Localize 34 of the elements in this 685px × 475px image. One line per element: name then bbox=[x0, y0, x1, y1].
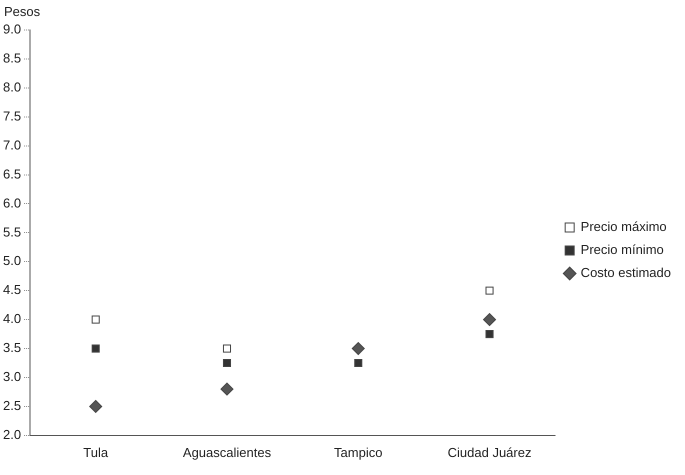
x-tick-label: Ciudad Juárez bbox=[448, 444, 532, 460]
point bbox=[352, 342, 365, 356]
point bbox=[483, 313, 496, 326]
y-tick-label: 9.0 bbox=[2, 22, 22, 37]
legend-label: Costo estimado bbox=[580, 265, 672, 280]
point bbox=[486, 286, 494, 295]
point bbox=[92, 344, 100, 353]
y-tick-label: 7.5 bbox=[2, 108, 22, 124]
legend-label: Precio máximo bbox=[580, 219, 667, 234]
legend-label: Precio mínimo bbox=[580, 242, 664, 258]
y-tick-label: 5.0 bbox=[2, 253, 22, 268]
y-tick-label: 4.0 bbox=[2, 311, 22, 326]
point bbox=[89, 400, 102, 413]
x-tick-label: Tula bbox=[83, 444, 109, 460]
point bbox=[222, 344, 232, 353]
point bbox=[354, 358, 362, 368]
x-tick-label: Tampico bbox=[334, 444, 382, 460]
y-tick-label: 8.0 bbox=[2, 79, 22, 94]
y-tick-label: 2.0 bbox=[2, 426, 22, 442]
y-tick-label: 6.5 bbox=[2, 166, 22, 182]
y-tick-label: 8.5 bbox=[2, 50, 22, 66]
y-axis-title: Pesos bbox=[4, 4, 41, 20]
y-tick-label: 7.0 bbox=[2, 137, 22, 152]
y-tick-label: 2.5 bbox=[2, 398, 22, 414]
point bbox=[222, 358, 232, 368]
y-tick-label: 3.5 bbox=[2, 340, 22, 356]
x-tick-label: Aguascalientes bbox=[182, 444, 272, 460]
y-tick-label: 6.0 bbox=[2, 195, 22, 210]
point bbox=[486, 330, 494, 338]
point bbox=[220, 382, 234, 396]
y-tick-label: 5.5 bbox=[2, 224, 22, 240]
y-tick-label: 4.5 bbox=[2, 282, 22, 298]
y-tick-label: 3.0 bbox=[2, 369, 22, 384]
point bbox=[92, 316, 100, 324]
